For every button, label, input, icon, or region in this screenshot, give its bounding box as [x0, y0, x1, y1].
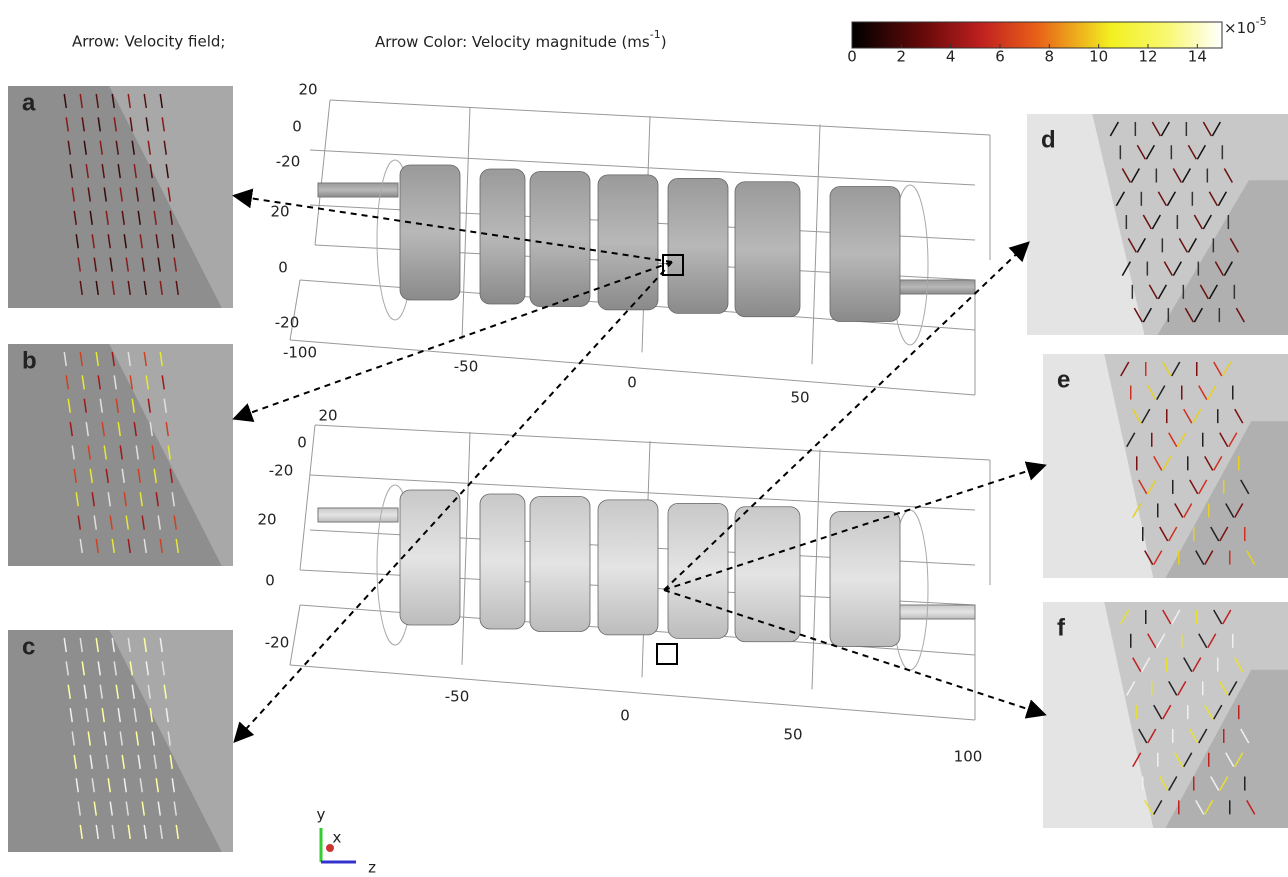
color-label-sup: -1	[650, 28, 661, 41]
axis-tick-label: -20	[276, 153, 301, 171]
wire	[290, 665, 975, 720]
axis-tick-label: 100	[954, 748, 983, 766]
impeller-block	[668, 503, 728, 638]
axis-tick-label: 20	[270, 203, 289, 221]
axis-tick-label: -100	[283, 344, 317, 362]
impeller-block	[400, 165, 460, 300]
shaft	[318, 508, 398, 522]
bottom-plot	[290, 425, 990, 720]
color-label-end: )	[661, 33, 667, 51]
impeller-block	[735, 507, 800, 642]
color-label: Arrow Color: Velocity magnitude (ms-1)	[375, 28, 667, 51]
colorbar-tick-label: 0	[847, 48, 857, 66]
zoom-panel: f	[1043, 602, 1288, 828]
panel-label: d	[1041, 126, 1056, 153]
impeller-block	[400, 490, 460, 625]
panel-label: f	[1057, 614, 1066, 641]
wire	[462, 432, 470, 665]
wire	[462, 107, 470, 340]
top-plot	[290, 100, 990, 395]
wire	[315, 425, 990, 460]
zoom-box	[657, 644, 677, 664]
axis-tick-label: 0	[292, 118, 302, 136]
impeller-block	[598, 175, 658, 310]
shaft	[895, 280, 975, 294]
colorbar-tick-label: 2	[897, 48, 907, 66]
colorbar	[852, 22, 1222, 48]
axis-tick-label: -20	[269, 462, 294, 480]
exp-base: ×10	[1224, 19, 1256, 37]
colorbar-tick-label: 10	[1089, 48, 1108, 66]
panel-label: a	[22, 89, 36, 116]
impeller-block	[830, 512, 900, 647]
axis-tick-label: -20	[265, 634, 290, 652]
axis-tick-label: 20	[257, 511, 276, 529]
triad-label: z	[368, 859, 376, 874]
wire	[812, 450, 820, 690]
shaft	[895, 605, 975, 619]
arrow-label: Arrow: Velocity field;	[72, 33, 225, 51]
impeller-block	[530, 497, 590, 632]
axis-tick-label: 0	[627, 374, 637, 392]
impeller-block	[598, 500, 658, 635]
impeller-block	[480, 494, 525, 629]
axis-tick-label: 20	[298, 81, 317, 99]
axis-tick-label: 0	[297, 434, 307, 452]
zoom-panel: e	[1043, 354, 1288, 578]
colorbar-tick-label: 4	[946, 48, 956, 66]
axis-tick-label: 0	[620, 707, 630, 725]
zoom-panel: a	[8, 86, 233, 308]
axis-tick-label: -20	[275, 314, 300, 332]
panel-label: e	[1057, 366, 1070, 393]
impeller-block	[530, 172, 590, 307]
panel-label: b	[22, 347, 37, 374]
wire	[812, 125, 820, 365]
zoom-panel: c	[8, 630, 233, 852]
triad-label: y	[317, 806, 326, 824]
axis-tick-label: 0	[265, 572, 275, 590]
axis-tick-label: -50	[454, 358, 479, 376]
colorbar-tick-label: 14	[1188, 48, 1207, 66]
colorbar-tick-label: 8	[1045, 48, 1055, 66]
wire	[330, 100, 990, 135]
impeller-block	[830, 187, 900, 322]
exp-power: -5	[1256, 15, 1267, 28]
axis-tick-label: -50	[445, 688, 470, 706]
impeller-block	[668, 178, 728, 313]
zoom-panel: b	[8, 344, 233, 566]
shaft	[318, 183, 398, 197]
axis-tick-label: 0	[278, 259, 288, 277]
color-label-main: Arrow Color: Velocity magnitude (ms	[375, 33, 650, 51]
zoom-panel: d	[1027, 114, 1288, 335]
triad-label: x	[333, 829, 342, 847]
colorbar-exponent: ×10-5	[1224, 15, 1267, 37]
impeller-block	[735, 182, 800, 317]
panel-label: c	[22, 633, 35, 660]
wire	[290, 605, 300, 665]
colorbar-tick-label: 12	[1138, 48, 1157, 66]
wire	[315, 100, 330, 245]
impeller-block	[480, 169, 525, 304]
axis-tick-label: 20	[318, 407, 337, 425]
axis-tick-label: 50	[783, 726, 802, 744]
colorbar-tick-label: 6	[995, 48, 1005, 66]
figure: Arrow: Velocity field; Arrow Color: Velo…	[0, 0, 1288, 873]
axis-tick-label: 50	[790, 389, 809, 407]
